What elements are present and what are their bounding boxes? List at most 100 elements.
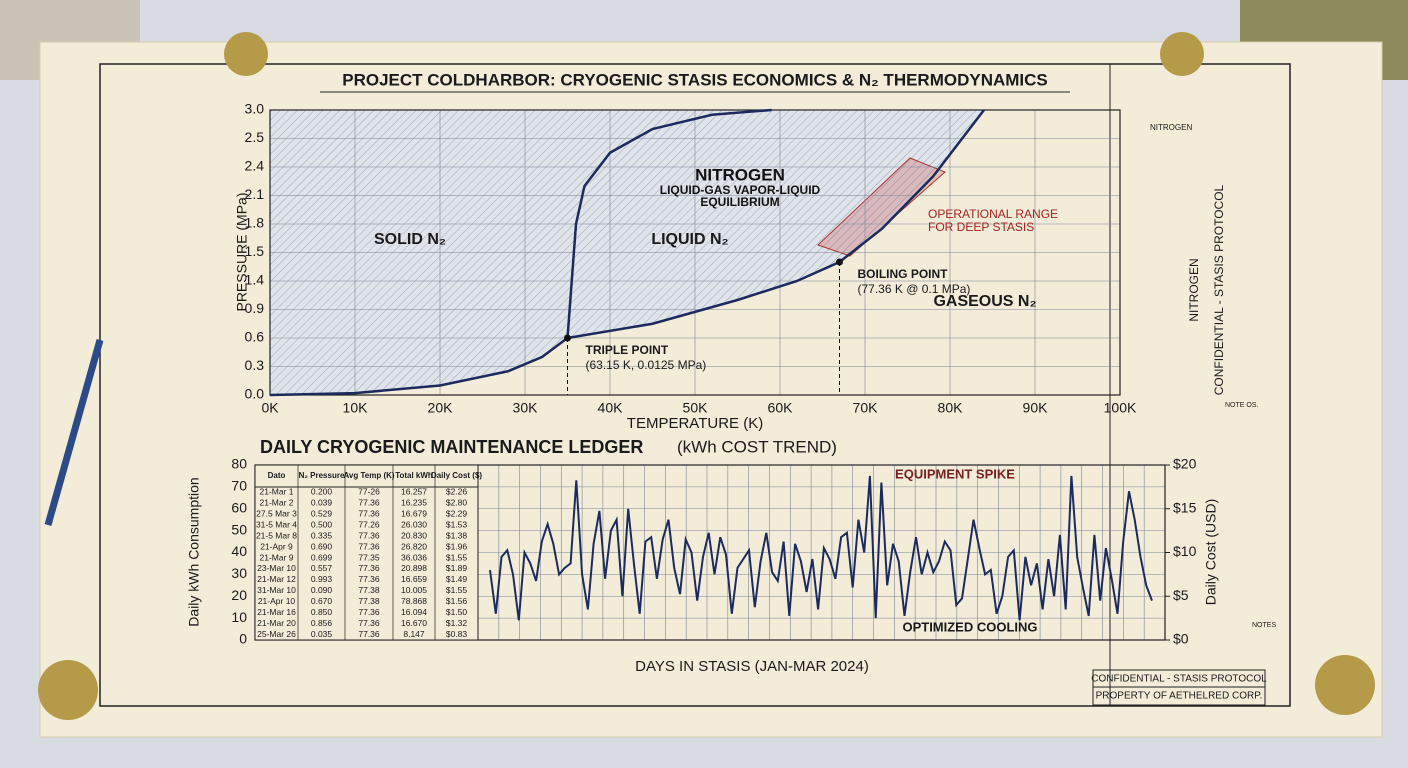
- y-tick-label: 1.8: [245, 215, 265, 231]
- table-cell: 0.500: [311, 520, 333, 530]
- table-header: N₂ Pressure: [299, 471, 345, 480]
- table-cell: $2.26: [446, 487, 468, 497]
- table-cell: 10.005: [401, 585, 427, 595]
- table-cell: 26.820: [401, 541, 427, 551]
- table-cell: $1.53: [446, 520, 468, 530]
- table-cell: 16.257: [401, 487, 427, 497]
- table-cell: 78.868: [401, 596, 427, 606]
- table-cell: 77.26: [358, 520, 380, 530]
- table-cell: $1.50: [446, 607, 468, 617]
- table-cell: $2.80: [446, 498, 468, 508]
- y2-axis-label: Daily Cost (USD): [1203, 499, 1219, 606]
- annotation: NITROGEN: [695, 165, 785, 184]
- y-tick-label: 30: [231, 565, 247, 581]
- table-cell: $1.55: [446, 552, 468, 562]
- x-axis-label: TEMPERATURE (K): [627, 415, 763, 432]
- point-label: TRIPLE POINT: [586, 343, 669, 357]
- x-tick-label: 60K: [768, 400, 794, 416]
- annotation: OPTIMIZED COOLING: [902, 619, 1037, 634]
- table-cell: 77.36: [358, 629, 380, 639]
- table-cell: 0.200: [311, 487, 333, 497]
- y-tick-label: 0.3: [245, 357, 265, 373]
- table-cell: 26.030: [401, 520, 427, 530]
- phase-diagram: 0K 10K 20K 30K 40K 50K 60K 70K 80K 90K 100K 0.0 0.3 0…: [234, 101, 1137, 432]
- y2-tick-label: $20: [1173, 456, 1197, 472]
- table-cell: 16.679: [401, 509, 427, 519]
- y2-tick-label: $5: [1173, 587, 1189, 603]
- table-cell: 16.659: [401, 574, 427, 584]
- y-tick-label: 1.5: [245, 243, 265, 259]
- table-cell: 0.090: [311, 585, 333, 595]
- table-header: Avg Temp (K): [343, 471, 394, 480]
- table-cell: 21-Apr 10: [258, 596, 296, 606]
- annotation: EQUIPMENT SPIKE: [895, 466, 1015, 481]
- y-tick-label: 0: [239, 631, 247, 647]
- plot-frame: [269, 109, 1121, 396]
- table-cell: 77.36: [358, 509, 380, 519]
- table-header: Total kWh: [395, 471, 433, 480]
- table-cell: 77.36: [358, 541, 380, 551]
- ledger-chart: DAILY CRYOGENIC MAINTENANCE LEDGER (kWh C…: [186, 437, 1219, 675]
- y-tick-label: 50: [231, 521, 247, 537]
- chart-title: DAILY CRYOGENIC MAINTENANCE LEDGER: [260, 437, 643, 457]
- annotation: FOR DEEP STASIS: [928, 220, 1034, 234]
- table-cell: 77.38: [358, 585, 380, 595]
- table-cell: 21-Apr 9: [260, 541, 293, 551]
- table-header: Daily Cost ($): [431, 471, 482, 480]
- table-cell: 77.38: [358, 596, 380, 606]
- weight: [1160, 32, 1204, 76]
- table-cell: $1.96: [446, 541, 468, 551]
- y-tick-label: 0.6: [245, 329, 265, 345]
- table-cell: 21-Mar 9: [259, 552, 293, 562]
- region-label: SOLID N₂: [374, 231, 446, 248]
- side-notes: NOTES: [1252, 622, 1276, 629]
- table-cell: 0.335: [311, 530, 333, 540]
- y2-tick-label: $15: [1173, 499, 1197, 515]
- side-element: NITROGEN: [1150, 123, 1192, 132]
- table-cell: $0.83: [446, 629, 468, 639]
- table-cell: 0.699: [311, 552, 333, 562]
- poster-title: PROJECT COLDHARBOR: CRYOGENIC STASIS ECO…: [342, 70, 1048, 89]
- table-cell: 21-Mar 12: [257, 574, 296, 584]
- weight: [38, 660, 98, 720]
- table-cell: 0.039: [311, 498, 333, 508]
- table-cell: 20.898: [401, 563, 427, 573]
- x-tick-label: 40K: [598, 400, 624, 416]
- pencil: [44, 339, 104, 526]
- table-cell: 0.529: [311, 509, 333, 519]
- critical-point: [836, 258, 843, 266]
- x-tick-label: 70K: [853, 400, 879, 416]
- table-cell: 0.856: [311, 618, 333, 628]
- table-cell: 16.670: [401, 618, 427, 628]
- table-cell: $1.55: [446, 585, 468, 595]
- kwh-line: [489, 475, 1153, 621]
- x-tick-label: 10K: [343, 400, 369, 416]
- table-cell: 25-Mar 26: [257, 629, 296, 639]
- table-cell: 16.094: [401, 607, 427, 617]
- y-tick-label: 2.5: [245, 129, 265, 145]
- chart-subtitle: (kWh COST TREND): [677, 437, 837, 456]
- table-cell: 16.235: [401, 498, 427, 508]
- y-tick-label: 0.0: [245, 386, 265, 402]
- annotation: OPERATIONAL RANGE: [928, 207, 1058, 221]
- y-axis-label: PRESSURE (MPa): [234, 192, 250, 311]
- table-cell: 21-Mar 1: [259, 487, 293, 497]
- critical-point: [564, 334, 571, 342]
- table-cell: 21-5 Mar 8: [256, 530, 297, 540]
- table-cell: 0.557: [311, 563, 333, 573]
- table-cell: 77-26: [358, 487, 380, 497]
- annotation: EQUILIBRIUM: [700, 195, 779, 209]
- x-axis-label: DAYS IN STASIS (JAN-MAR 2024): [635, 658, 869, 675]
- ledger-table: [254, 464, 479, 641]
- x-tick-label: 80K: [938, 400, 964, 416]
- region-label: LIQUID N₂: [651, 231, 728, 248]
- table-cell: $1.56: [446, 596, 468, 606]
- y-tick-label: 20: [231, 587, 247, 603]
- point-label: BOILING POINT: [858, 267, 949, 281]
- table-cell: 77.36: [358, 618, 380, 628]
- y-tick-label: 2.4: [245, 158, 265, 174]
- phase-curve: [566, 108, 772, 339]
- footer-text: CONFIDENTIAL - STASIS PROTOCOL: [1091, 674, 1267, 685]
- table-header: Dato: [268, 471, 286, 480]
- y2-tick-label: $10: [1173, 543, 1197, 559]
